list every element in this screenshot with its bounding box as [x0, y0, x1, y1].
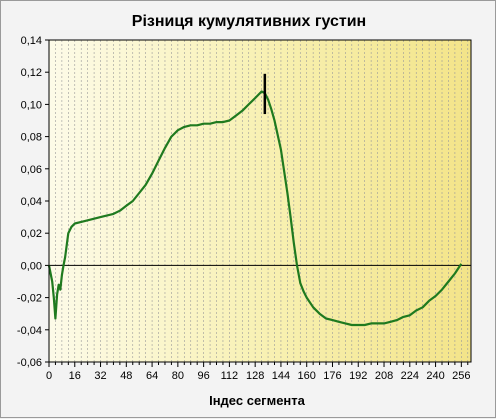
plot-border: [48, 39, 472, 363]
x-axis-ticks: 0 16 32 48 64 80 96 112 128 144 160 176 192 208 224 240…: [46, 362, 471, 382]
x-tick-label: 0: [46, 370, 52, 382]
series-group: [47, 90, 463, 327]
y-axis-ticks: -0,06 -0,04 -0,02 0,00 0,02 0,04 0,06 0,08 0,10 0…: [17, 35, 49, 369]
y-tick-label: 0,02: [21, 228, 42, 240]
x-tick-label: 208: [375, 370, 393, 382]
series-line: [47, 90, 463, 327]
y-tick-label: -0,04: [17, 325, 42, 337]
x-tick-label: 80: [172, 370, 184, 382]
y-tick-label: 0,14: [21, 35, 42, 47]
x-tick-label: 128: [246, 370, 264, 382]
y-tick-label: 0,04: [21, 196, 42, 208]
y-tick-label: 0,06: [21, 164, 42, 176]
y-tick-label: 0,10: [21, 99, 42, 111]
y-tick-label: 0,08: [21, 132, 42, 144]
y-tick-label: 0,00: [21, 260, 42, 272]
x-tick-label: 64: [146, 370, 158, 382]
chart-title: Різниця кумулятивних густин: [132, 13, 366, 30]
x-tick-label: 176: [323, 370, 341, 382]
x-axis-label: Індес сегмента: [209, 393, 306, 408]
y-tick-label: -0,06: [17, 357, 42, 369]
x-tick-label: 16: [69, 370, 81, 382]
x-tick-label: 144: [272, 370, 290, 382]
x-tick-label: 256: [452, 370, 470, 382]
x-tick-label: 192: [349, 370, 367, 382]
y-tick-label: 0,12: [21, 67, 42, 79]
x-tick-label: 160: [298, 370, 316, 382]
x-tick-label: 224: [401, 370, 419, 382]
x-tick-label: 112: [221, 370, 239, 382]
x-tick-label: 32: [94, 370, 106, 382]
plot-area: [49, 40, 471, 362]
x-tick-label: 96: [198, 370, 210, 382]
y-tick-label: -0,02: [17, 293, 42, 305]
x-tick-label: 48: [120, 370, 132, 382]
x-tick-label: 240: [426, 370, 444, 382]
